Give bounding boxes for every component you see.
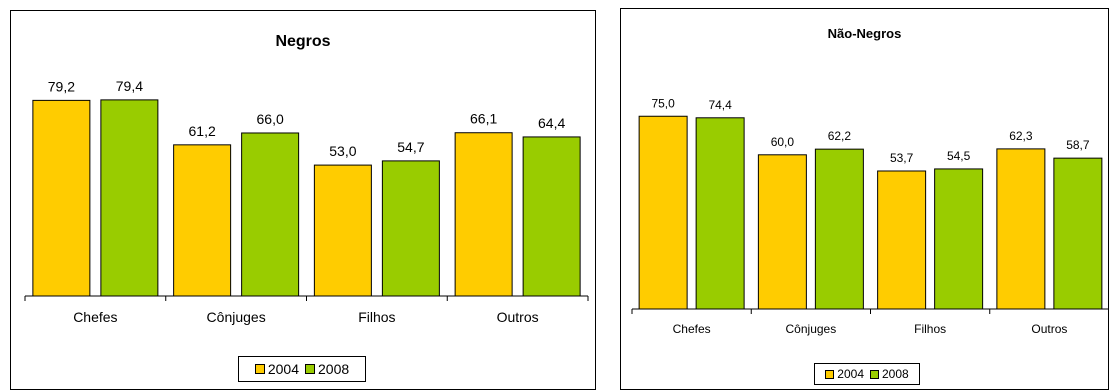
legend-label-2004: 2004 xyxy=(837,367,864,381)
legend-label-2008: 2008 xyxy=(882,367,909,381)
data-label: 66,1 xyxy=(470,111,497,127)
category-label: Chefes xyxy=(73,309,117,325)
data-label: 53,7 xyxy=(890,151,914,165)
data-label: 60,0 xyxy=(771,135,795,149)
chart-negros: Negros 79,2 79,4 Chefes 61,2 66,0 Cônjuges 53,… xyxy=(10,10,596,390)
plot-area: 75,0 74,4 Chefes 60,0 62,2 Cônjuges 53,7 54,5 Fi… xyxy=(631,96,1109,336)
data-label: 66,0 xyxy=(257,111,284,127)
category-label: Cônjuges xyxy=(207,309,266,325)
chart-title: Não-Negros xyxy=(827,26,902,41)
category-label: Outros xyxy=(1031,322,1067,336)
bar-2008 xyxy=(814,148,864,310)
category-label: Outros xyxy=(497,309,539,325)
chart-title: Negros xyxy=(275,33,331,50)
bar-2004 xyxy=(996,148,1046,310)
category-label: Filhos xyxy=(358,309,395,325)
data-label: 61,2 xyxy=(189,123,216,139)
bar-2004 xyxy=(313,164,372,297)
bar-2008 xyxy=(241,132,300,297)
bar-2004 xyxy=(877,170,927,310)
data-label: 79,4 xyxy=(116,78,143,94)
legend-item-2008: 2008 xyxy=(870,367,909,381)
data-label: 64,4 xyxy=(538,115,565,131)
category-label: Cônjuges xyxy=(786,322,837,336)
data-label: 54,5 xyxy=(947,149,971,163)
bar-2008 xyxy=(934,168,984,310)
bar-2004 xyxy=(173,144,232,297)
data-label: 53,0 xyxy=(329,143,356,159)
legend-label-2008: 2008 xyxy=(318,361,350,377)
bar-2004 xyxy=(757,154,807,310)
legend-swatch-2004 xyxy=(825,369,835,379)
bar-2008 xyxy=(1053,157,1103,310)
bar-2004 xyxy=(454,132,513,297)
legend-swatch-2008 xyxy=(870,369,879,379)
plot-area: 79,2 79,4 Chefes 61,2 66,0 Cônjuges 53,0 54,7 Fi… xyxy=(24,78,589,325)
data-label: 74,4 xyxy=(708,98,732,112)
legend-item-2004: 2004 xyxy=(254,361,299,377)
data-label: 79,2 xyxy=(48,78,75,94)
bar-2004 xyxy=(638,115,688,310)
category-label: Chefes xyxy=(673,322,711,336)
bar-2008 xyxy=(695,117,745,310)
bar-2008 xyxy=(100,99,159,297)
category-label: Filhos xyxy=(914,322,946,336)
data-label: 62,3 xyxy=(1009,129,1033,143)
data-label: 75,0 xyxy=(651,96,675,110)
legend: 2004 2008 xyxy=(814,363,920,385)
legend: 2004 2008 xyxy=(238,356,366,382)
data-label: 54,7 xyxy=(397,139,424,155)
legend-label-2004: 2004 xyxy=(267,361,299,377)
bar-2008 xyxy=(522,136,581,297)
bar-2008 xyxy=(381,160,440,297)
chart-nao-negros: Não-Negros 75,0 74,4 Chefes 60,0 62,2 Cônjuge… xyxy=(620,8,1109,390)
legend-swatch-2008 xyxy=(305,364,315,374)
bar-2004 xyxy=(32,99,91,297)
data-label: 58,7 xyxy=(1066,138,1090,152)
legend-swatch-2004 xyxy=(254,364,265,374)
legend-item-2004: 2004 xyxy=(825,367,864,381)
legend-item-2008: 2008 xyxy=(305,361,349,377)
data-label: 62,2 xyxy=(828,129,852,143)
